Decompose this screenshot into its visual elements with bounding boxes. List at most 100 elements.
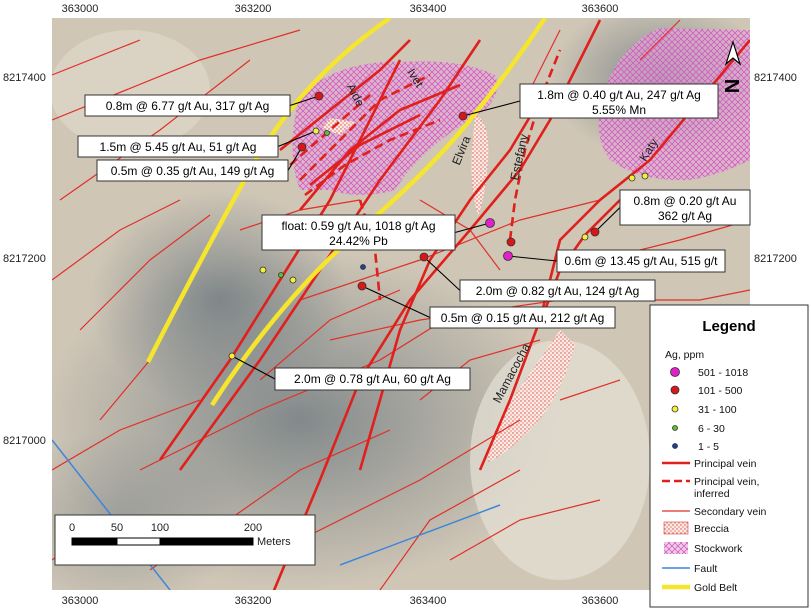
sample-point xyxy=(419,252,429,262)
callout-text: 0.5m @ 0.35 g/t Au, 149 g/t Ag xyxy=(111,164,275,178)
x-bottom-label: 363400 xyxy=(410,595,447,607)
leader-line xyxy=(231,355,276,380)
legend-label: Principal vein xyxy=(694,458,757,470)
x-top-label: 363600 xyxy=(582,3,619,15)
sample-point xyxy=(485,218,495,228)
scale-tick-label: 200 xyxy=(244,522,262,534)
north-label: N xyxy=(722,79,744,93)
sample-point xyxy=(503,251,513,261)
callout-text: 2.0m @ 0.78 g/t Au, 60 g/t Ag xyxy=(294,372,451,386)
breccia xyxy=(322,118,355,135)
principal-vein xyxy=(358,99,542,471)
principal-vein xyxy=(272,19,602,590)
legend-symbol xyxy=(672,443,678,449)
x-bottom-label: 363600 xyxy=(582,595,619,607)
secondary-vein xyxy=(299,199,601,301)
y-left-label: 8217200 xyxy=(3,253,46,265)
x-bottom-label: 363000 xyxy=(62,595,99,607)
legend-label: Secondary vein xyxy=(694,506,767,518)
x-top-label: 363200 xyxy=(235,3,272,15)
callout-text: 0.8m @ 6.77 g/t Au, 317 g/t Ag xyxy=(106,99,270,113)
y-right-label: 8217200 xyxy=(754,253,797,265)
scale-segment xyxy=(116,537,161,546)
callout-box xyxy=(519,83,719,119)
secondary-vein xyxy=(99,359,151,421)
legend-box xyxy=(649,304,809,608)
legend-label: Gold Belt xyxy=(694,582,737,594)
inferred-vein xyxy=(508,49,562,241)
sample-point xyxy=(289,276,297,284)
legend-symbol xyxy=(671,405,679,413)
secondary-vein xyxy=(529,29,561,91)
legend-label: 501 - 1018 xyxy=(698,367,748,379)
leader-line xyxy=(423,256,461,291)
callout-text: 5.55% Mn xyxy=(592,103,646,117)
callout-box xyxy=(261,214,456,251)
callout-box xyxy=(84,94,291,117)
sample-point xyxy=(458,111,468,121)
legend-label: Fault xyxy=(694,563,717,575)
sample-point xyxy=(628,174,636,182)
legend-label: 6 - 30 xyxy=(698,423,725,435)
scale-unit: Meters xyxy=(257,536,291,548)
leader-line xyxy=(287,146,303,171)
sample-point xyxy=(506,237,516,247)
callout-text: float: 0.59 g/t Au, 1018 g/t Ag xyxy=(281,219,435,233)
principal-vein xyxy=(279,39,411,152)
leader-line xyxy=(594,207,621,233)
legend-label: 101 - 500 xyxy=(698,385,743,397)
inferred-vein xyxy=(299,73,431,181)
callout-box xyxy=(429,306,616,329)
breccia xyxy=(471,115,489,215)
sample-point xyxy=(641,172,649,180)
secondary-vein xyxy=(639,19,681,61)
sample-point xyxy=(259,266,267,274)
legend-symbol xyxy=(664,542,688,554)
legend-symbol xyxy=(670,385,680,395)
legend-label: Breccia xyxy=(694,523,729,535)
breccia xyxy=(488,330,575,462)
secondary-vein xyxy=(52,39,141,76)
gold-belt xyxy=(210,18,547,407)
callout-text: 24.42% Pb xyxy=(329,234,388,248)
callout-text: 2.0m @ 0.82 g/t Au, 124 g/t Ag xyxy=(476,284,640,298)
callout-box xyxy=(459,279,656,302)
legend-symbol xyxy=(672,425,678,431)
callout-box xyxy=(274,367,471,391)
sample-point xyxy=(590,227,600,237)
secondary-vein xyxy=(52,399,201,471)
scale-segment xyxy=(159,537,254,546)
leader-line xyxy=(361,285,431,318)
scale-tick-label: 100 xyxy=(151,522,169,534)
y-right-label: 8217400 xyxy=(754,72,797,84)
leader-line xyxy=(507,255,558,262)
callout-text: 1.5m @ 5.45 g/t Au, 51 g/t Ag xyxy=(100,140,257,154)
principal-vein xyxy=(309,113,421,187)
callout-text: 362 g/t Ag xyxy=(658,209,712,223)
leader-line xyxy=(462,100,521,117)
leader-line xyxy=(454,222,491,234)
leader-line xyxy=(289,95,320,107)
x-top-label: 363400 xyxy=(410,3,447,15)
y-left-label: 8217400 xyxy=(3,72,46,84)
leader-line xyxy=(277,130,317,148)
principal-vein xyxy=(299,83,461,211)
legend-subtitle: Ag, ppm xyxy=(665,349,704,361)
north-arrow xyxy=(724,40,742,66)
secondary-vein xyxy=(79,214,211,331)
legend-symbol xyxy=(670,367,680,377)
x-bottom-label: 363200 xyxy=(235,595,272,607)
sample-point xyxy=(581,233,589,241)
secondary-vein xyxy=(559,379,621,401)
legend-title: Legend xyxy=(702,318,755,335)
legend-label: Principal vein, xyxy=(694,476,759,488)
secondary-vein xyxy=(59,59,251,201)
callout-text: 0.5m @ 0.15 g/t Au, 212 g/t Ag xyxy=(441,311,605,325)
secondary-vein xyxy=(52,199,181,281)
fault xyxy=(339,504,501,566)
secondary-vein xyxy=(379,469,521,590)
y-left-label: 8217000 xyxy=(3,435,46,447)
x-top-label: 363000 xyxy=(62,3,99,15)
scale-tick-label: 50 xyxy=(111,522,123,534)
